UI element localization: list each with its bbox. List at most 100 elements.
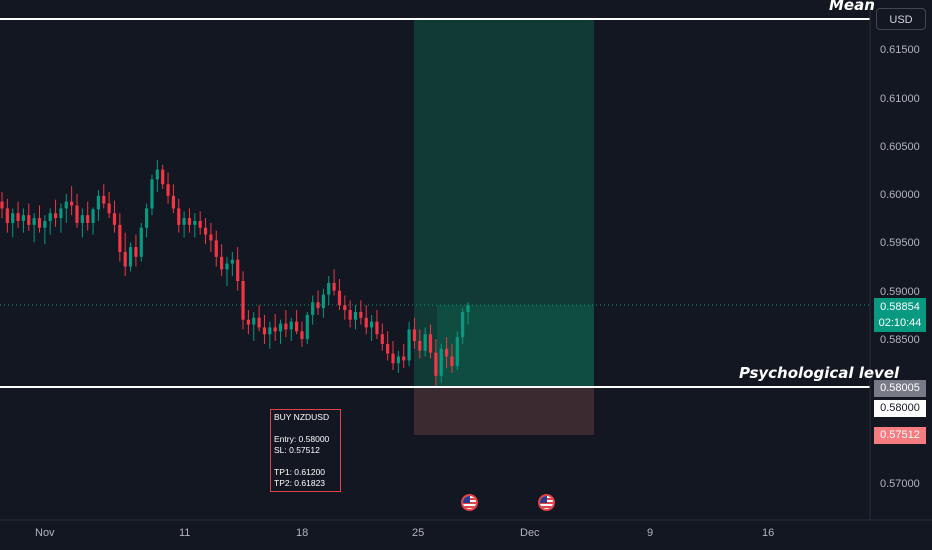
candle-body [5,208,9,223]
candle-body [123,251,127,267]
trade-note: BUY NZDUSD Entry: 0.58000 SL: 0.57512 TP… [270,409,341,492]
candle-body [214,240,218,257]
candle-body [198,220,202,228]
candle-body [257,317,261,328]
candle-body [391,353,395,364]
candle-body [364,317,368,328]
stop-loss-price-tag: 0.57512 [874,427,926,444]
candle-body [359,311,363,318]
candle-body [241,281,245,320]
candle-body [444,348,449,357]
candle-body [455,337,459,367]
candle-body [278,323,283,332]
candle-body [380,334,384,344]
psychological-level-label: Psychological level [739,364,900,382]
candle-body [273,327,277,332]
candle-body [16,213,20,221]
candle-body [64,201,68,209]
candle-body [145,208,149,228]
candle-body [423,334,427,351]
candle-body [53,213,58,219]
candle-body [332,282,336,291]
entry-price-tag: 0.58000 [874,400,926,417]
last-price-value: 0.58854 [880,301,920,313]
candle-body [407,329,411,361]
candles-group [0,160,470,388]
candle-body [11,213,15,223]
candle-body [268,327,272,335]
candle-body [348,310,352,320]
candle-body [450,356,454,367]
currency-button[interactable]: USD [876,8,926,30]
us-flag-icon[interactable] [461,494,478,511]
candle-body [236,259,240,282]
candle-body [193,220,197,225]
candle-body [369,321,374,328]
note-entry: Entry: 0.58000 [274,434,330,444]
candle-body [230,259,234,264]
candle-body [187,218,192,225]
candle-body [107,203,111,214]
candle-body [128,247,133,267]
candle-body [86,215,90,223]
y-tick-label: 0.58500 [880,334,920,346]
note-stop-loss: SL: 0.57512 [274,445,320,455]
x-tick-label: Nov [35,527,55,539]
candle-body [37,218,42,228]
loss-zone [414,387,594,435]
y-tick-label: 0.59500 [880,237,920,249]
candle-body [75,205,79,223]
candle-body [27,215,31,225]
candle-body [139,227,143,257]
candle-body [182,218,186,225]
candle-body [220,256,224,270]
candle-body [284,323,288,330]
candle-body [294,321,299,332]
candle-body [396,356,400,364]
psychological-level-price-tag: 0.58005 [874,380,926,397]
candle-body [70,201,74,206]
candle-body [428,334,433,353]
candle-body [311,302,315,315]
candle-body [418,341,422,351]
candle-body [150,179,154,209]
candle-body [337,290,342,306]
candle-body [412,329,417,342]
candle-body [21,215,26,221]
note-tp2: TP2: 0.61823 [274,478,326,488]
candle-body [32,218,36,225]
candle-body [91,209,95,223]
candle-body [112,213,117,225]
candle-body [353,311,358,320]
candle-body [48,213,52,221]
candle-body [209,234,213,241]
candle-body [177,208,181,225]
x-tick-label: 9 [647,527,654,539]
candle-body [203,227,208,235]
candle-body [80,215,84,223]
y-tick-label: 0.59000 [880,286,920,298]
y-tick-label: 0.57000 [880,478,920,490]
x-tick-label: Dec [520,527,540,539]
x-tick-label: 25 [412,527,425,539]
candle-body [155,169,159,180]
candle-body [246,319,250,325]
candle-body [161,169,165,185]
candle-body [402,356,406,361]
candle-body [316,302,320,309]
candle-body [305,314,309,340]
y-tick-label: 0.61000 [880,93,920,105]
last-price-tag: 0.58854 02:10:44 [874,298,926,332]
us-flag-icon[interactable] [538,494,555,511]
candle-body [59,208,63,219]
candle-body [225,263,229,270]
note-title: BUY NZDUSD [274,412,330,422]
candle-body [102,195,106,204]
note-tp1: TP1: 0.61200 [274,467,326,477]
candle-body [134,247,138,257]
candle-body [300,331,304,340]
candle-body [289,321,293,330]
candle-body [96,195,101,210]
candle-body [252,317,256,325]
candle-body [171,195,176,209]
